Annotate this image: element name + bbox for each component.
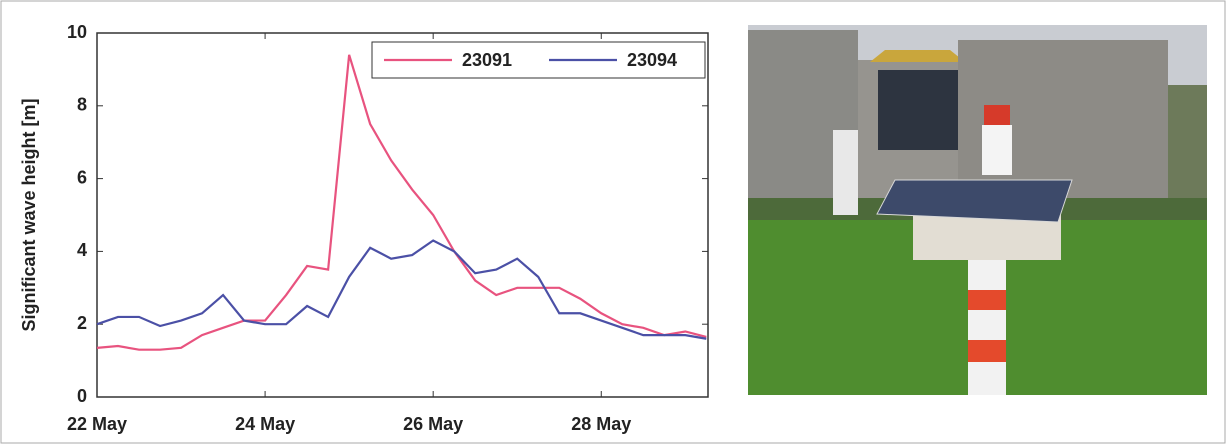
x-tick-label: 22 May	[67, 414, 127, 434]
trees	[1168, 85, 1207, 200]
x-tick-label: 28 May	[571, 414, 631, 434]
legend-label: 23091	[462, 50, 512, 70]
photo	[748, 25, 1207, 395]
y-tick-label: 2	[77, 313, 87, 333]
x-tick-label: 26 May	[403, 414, 463, 434]
lamp	[982, 125, 1012, 175]
lamp-top	[984, 105, 1010, 125]
y-axis-label: Significant wave height [m]	[19, 98, 39, 331]
y-tick-label: 10	[67, 22, 87, 42]
figure: Significant wave height [m] 0 2 4 6 8 10 22 Ma…	[0, 0, 1226, 444]
y-tick-label: 0	[77, 386, 87, 406]
post	[833, 130, 858, 215]
legend-label: 23094	[627, 50, 677, 70]
x-tick-label: 24 May	[235, 414, 295, 434]
roof	[870, 50, 965, 62]
solar-panel	[877, 180, 1072, 222]
window	[878, 70, 958, 150]
enclosure	[913, 215, 1061, 260]
pole-stripe	[968, 340, 1006, 362]
pole-stripe	[968, 290, 1006, 310]
pole	[968, 255, 1006, 395]
y-tick-label: 6	[77, 167, 87, 187]
y-tick-label: 4	[77, 240, 87, 260]
y-tick-label: 8	[77, 95, 87, 115]
